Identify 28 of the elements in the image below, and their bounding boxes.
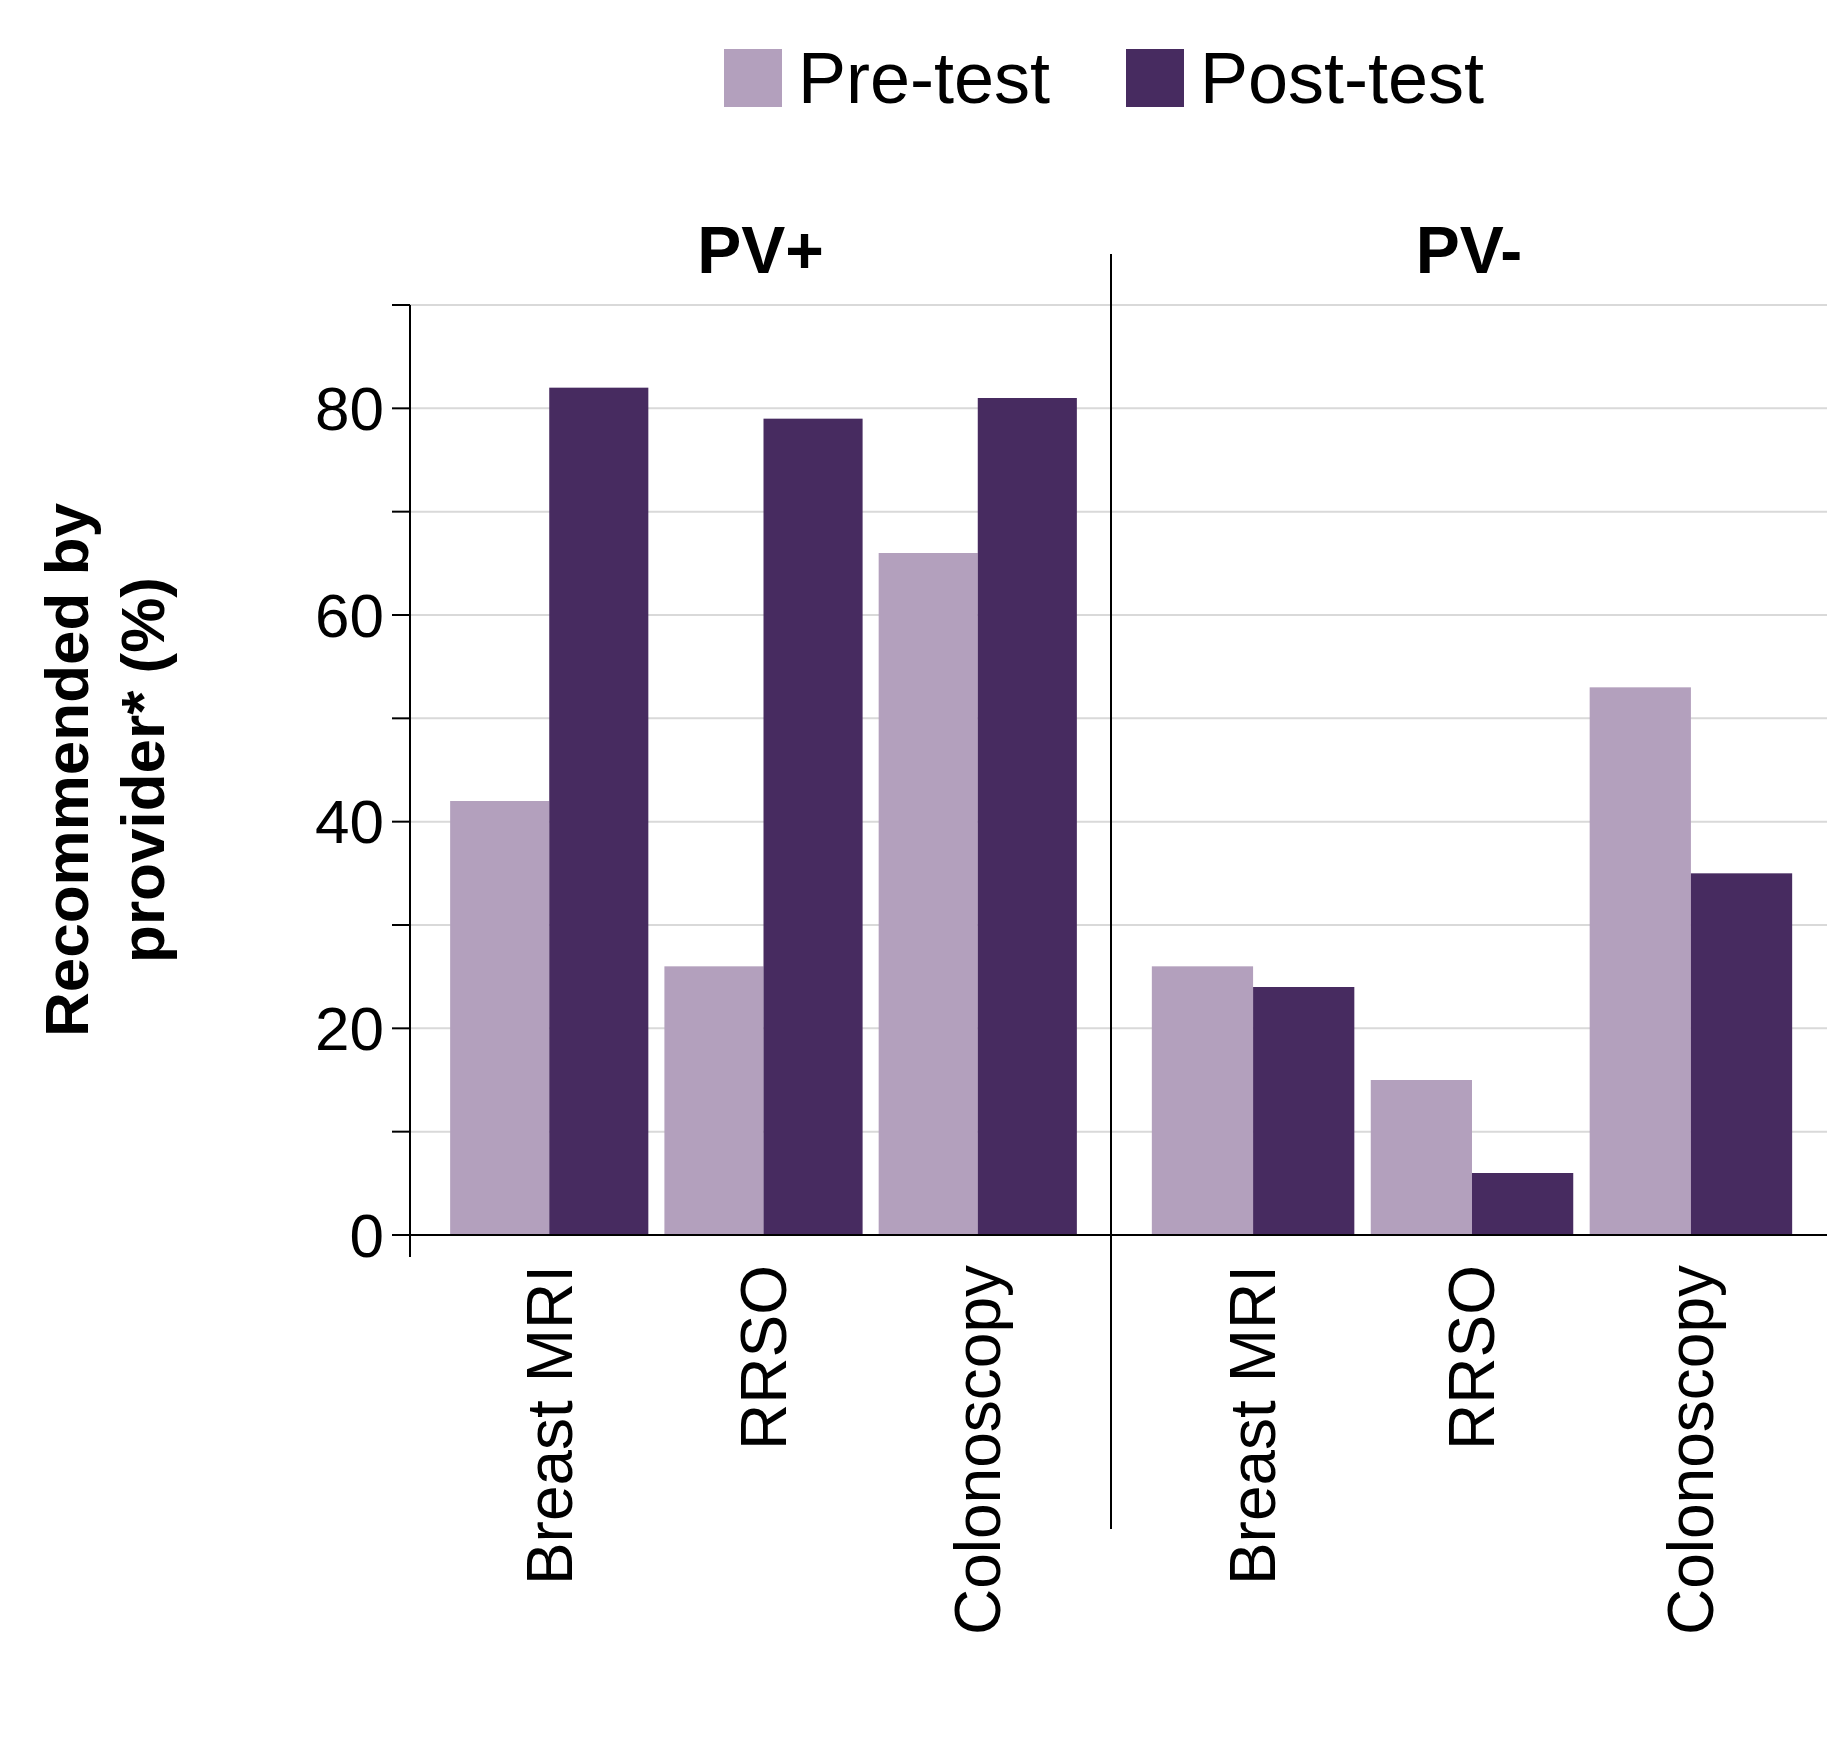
x-tick-label: Colonoscopy: [1655, 1265, 1728, 1635]
legend-label: Post-test: [1200, 38, 1485, 119]
bar: [1151, 966, 1254, 1235]
y-tick-label: 0: [349, 1200, 384, 1270]
y-tick-label: 20: [315, 994, 384, 1064]
chart-title: PV-: [1415, 213, 1523, 287]
legend-label: Pre-test: [798, 38, 1051, 119]
bar: [1253, 987, 1355, 1235]
bar: [549, 387, 649, 1235]
x-tick-label: RRSO: [727, 1265, 800, 1450]
bar: [878, 553, 978, 1235]
x-tick-label: Breast MRI: [1217, 1265, 1290, 1586]
bar: [977, 398, 1077, 1235]
y-tick-label: 40: [315, 787, 384, 857]
bar: [1472, 1173, 1574, 1235]
x-tick-label: RRSO: [1436, 1265, 1509, 1450]
y-tick-label: 80: [315, 374, 384, 444]
y-axis-title: Recommended by provider* (%): [32, 502, 177, 1038]
bar: [1690, 873, 1793, 1235]
x-tick-label: Breast MRI: [513, 1265, 586, 1586]
bar: [1370, 1080, 1472, 1235]
bar: [1589, 687, 1691, 1235]
bar: [763, 418, 863, 1235]
x-tick-label: Colonoscopy: [942, 1265, 1015, 1635]
chart-title: PV+: [697, 213, 824, 287]
bar: [450, 801, 550, 1235]
bar: [664, 966, 764, 1235]
y-tick-label: 60: [315, 580, 384, 650]
